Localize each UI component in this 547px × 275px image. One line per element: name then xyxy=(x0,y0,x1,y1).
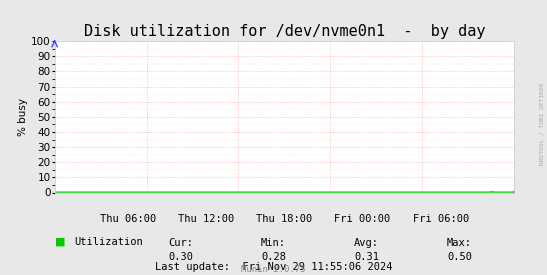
Text: RRDTOOL / TOBI OETIKER: RRDTOOL / TOBI OETIKER xyxy=(539,82,544,165)
Y-axis label: % busy: % busy xyxy=(18,98,28,136)
Text: Munin 2.0.75: Munin 2.0.75 xyxy=(241,265,306,274)
Text: Thu 12:00: Thu 12:00 xyxy=(178,214,235,224)
Text: Last update:  Fri Nov 29 11:55:06 2024: Last update: Fri Nov 29 11:55:06 2024 xyxy=(155,262,392,272)
Text: Avg:: Avg: xyxy=(354,238,379,248)
Text: Thu 06:00: Thu 06:00 xyxy=(100,214,156,224)
Text: 0.30: 0.30 xyxy=(168,252,193,262)
Text: 0.31: 0.31 xyxy=(354,252,379,262)
Title: Disk utilization for /dev/nvme0n1  -  by day: Disk utilization for /dev/nvme0n1 - by d… xyxy=(84,24,485,39)
Text: Fri 00:00: Fri 00:00 xyxy=(334,214,391,224)
Text: Fri 06:00: Fri 06:00 xyxy=(412,214,469,224)
Text: Max:: Max: xyxy=(447,238,472,248)
Text: ■: ■ xyxy=(55,237,65,247)
Text: Utilization: Utilization xyxy=(74,237,143,247)
Text: Min:: Min: xyxy=(261,238,286,248)
Text: Thu 18:00: Thu 18:00 xyxy=(257,214,312,224)
Text: 0.50: 0.50 xyxy=(447,252,472,262)
Text: 0.28: 0.28 xyxy=(261,252,286,262)
Text: Cur:: Cur: xyxy=(168,238,193,248)
